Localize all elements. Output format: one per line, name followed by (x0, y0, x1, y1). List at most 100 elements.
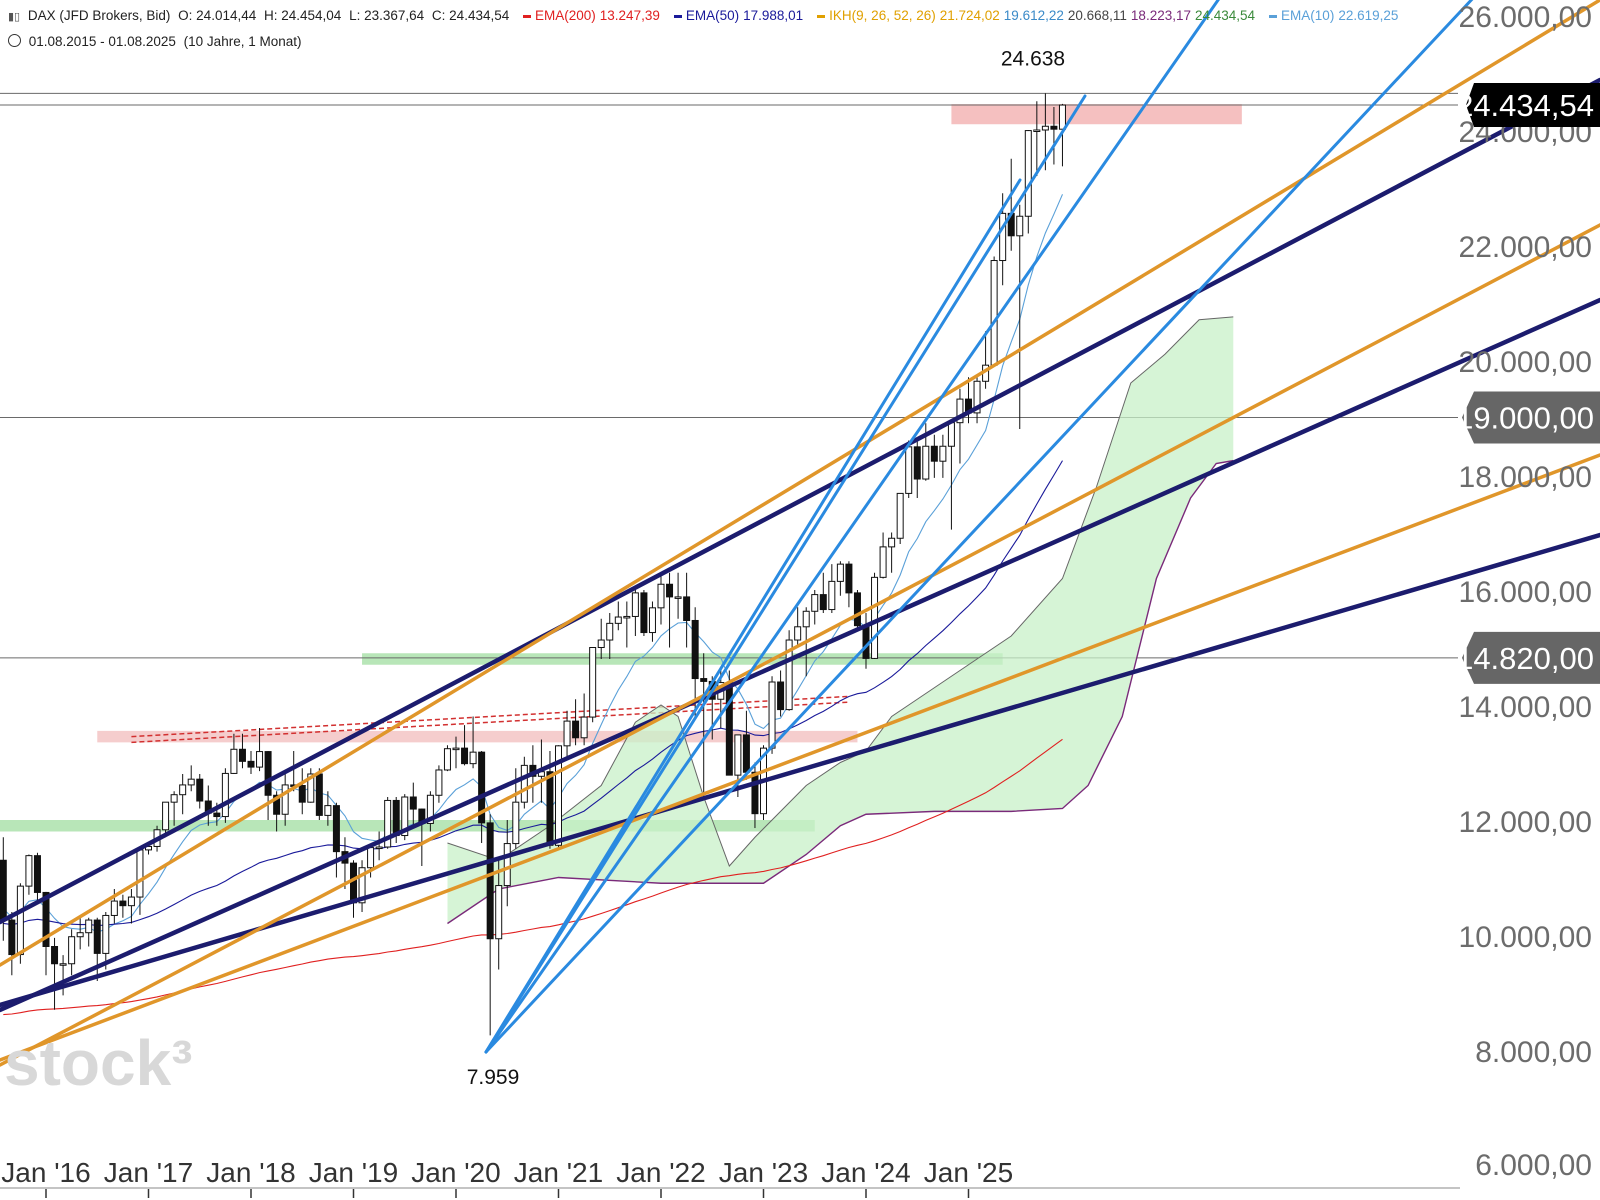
trendline-orange-2 (0, 223, 1600, 1067)
legend-swatch (673, 14, 682, 18)
candle-down (845, 563, 853, 594)
candle-up (648, 607, 656, 634)
candle-down (238, 748, 246, 762)
price-labels-layer: 24.434,54 19.000,00 14.820,00 (1456, 83, 1600, 684)
trendline-navy-1 (0, 77, 1600, 925)
y-tick-label: 16.000,00 (1459, 576, 1592, 609)
candle-up (555, 745, 562, 846)
candle-up (734, 734, 742, 776)
level-badge (1462, 391, 1600, 444)
legend-extra-value: 18.223,17 (1130, 8, 1191, 23)
candle-up (110, 900, 118, 916)
candle-down (33, 855, 41, 893)
zone-rect-0 (951, 104, 1242, 125)
legend-swatch (523, 14, 531, 18)
candle-up (674, 596, 682, 599)
candles-layer (0, 93, 1066, 1036)
candle-down (213, 812, 221, 818)
legend-name: EMA(50) (685, 8, 740, 23)
candle-up (657, 583, 665, 609)
trendline-blue-3 (484, 178, 1022, 1054)
legend-extra-value: 20.668,11 (1067, 8, 1127, 23)
candle-down (572, 720, 580, 739)
x-tick-label: Jan '25 (924, 1157, 1013, 1188)
legend-value: 22.619,25 (1338, 8, 1399, 23)
candle-down (640, 592, 648, 634)
candle-up (939, 445, 947, 462)
header-line-2: 01.08.2015 - 01.08.2025 (10 Jahre, 1 Mon… (8, 34, 305, 49)
indicator-legend-item: EMA(10) 22.619,25 (1269, 8, 1402, 23)
candle-down (486, 822, 494, 940)
clock-icon (8, 34, 21, 47)
candle-up (256, 751, 264, 768)
candle-up (452, 747, 460, 751)
candle-up (170, 794, 178, 803)
y-tick-label: 20.000,00 (1459, 346, 1592, 379)
legend-value: 21.724,02 (939, 8, 1000, 23)
candle-up (179, 784, 187, 796)
legend-swatch (1269, 14, 1278, 18)
candle-up (1058, 104, 1066, 130)
candle-down (8, 919, 16, 956)
candle-up (631, 592, 639, 617)
candle-up (922, 445, 930, 480)
candle-up (324, 805, 332, 816)
legend-swatch (817, 14, 826, 18)
candle-up (828, 580, 836, 611)
indicator-legend: EMA(200) 13.247,39 EMA(50) 17.988,01 IKH(9, … (517, 8, 1406, 23)
ohlc-close: C: 24.434,54 (431, 8, 510, 23)
y-tick-label: 12.000,00 (1459, 806, 1592, 839)
candle-down (298, 785, 306, 803)
ohlc-high: H: 24.454,04 (264, 8, 342, 23)
y-tick-label: 14.000,00 (1459, 691, 1592, 724)
y-tick-label: 6.000,00 (1475, 1149, 1592, 1182)
zone-rect-1 (362, 653, 1003, 665)
candle-up (623, 615, 631, 619)
indicator-legend-item: EMA(200) 13.247,39 (523, 8, 664, 23)
candle-up (187, 778, 195, 786)
candle-up (879, 546, 887, 578)
legend-name: EMA(200) (535, 8, 596, 23)
x-tick-label: Jan '20 (411, 1157, 500, 1188)
y-tick-label: 10.000,00 (1459, 921, 1592, 954)
ichimoku-cloud-fill (447, 316, 1234, 924)
candle-up (990, 260, 998, 366)
level-badge-text: 14.820,00 (1456, 641, 1594, 676)
trendlines-layer (0, 0, 1600, 1067)
candle-up (384, 799, 392, 848)
candle-down (264, 751, 272, 796)
chart-header: ▮▯ DAX (JFD Brokers, Bid) O: 24.014,44 H… (0, 0, 1440, 60)
candle-up (802, 610, 810, 628)
candle-up (16, 885, 24, 956)
candle-down (725, 682, 733, 776)
candle-down (350, 862, 357, 904)
candle-up (136, 849, 144, 898)
candle-up (76, 932, 84, 938)
trendline-orange-3 (0, 453, 1600, 1062)
ichimoku-cloud-layer (447, 316, 1234, 925)
ema50-line (3, 460, 1063, 927)
ohlc-open: O: 24.014,44 (178, 8, 257, 23)
price-label-0: 24.434,54 (1456, 83, 1600, 128)
x-tick-label: Jan '21 (514, 1157, 603, 1188)
candle-down (51, 946, 59, 965)
price-label-1: 19.000,00 (1456, 391, 1600, 444)
candle-up (512, 801, 520, 845)
candle-up (785, 639, 793, 711)
legend-name: EMA(10) (1281, 8, 1335, 23)
candle-up (888, 537, 896, 548)
candle-down (666, 583, 674, 598)
candle-up (59, 963, 67, 966)
candle-up (597, 639, 605, 649)
instrument-name: DAX (JFD Brokers, Bid) (27, 8, 171, 23)
level-badge-text: 19.000,00 (1456, 401, 1594, 436)
low-annotation: 7.959 (467, 1066, 520, 1089)
candle-up (589, 647, 597, 718)
candle-up (102, 914, 110, 954)
x-axis: Jan '16 Jan '17 Jan '18 Jan '19 Jan '20 Jan '… (0, 1157, 1460, 1198)
candle-up (443, 748, 451, 771)
trendline-blue-4 (484, 94, 1087, 1054)
x-tick-label: Jan '19 (309, 1157, 398, 1188)
candle-down (247, 760, 255, 768)
